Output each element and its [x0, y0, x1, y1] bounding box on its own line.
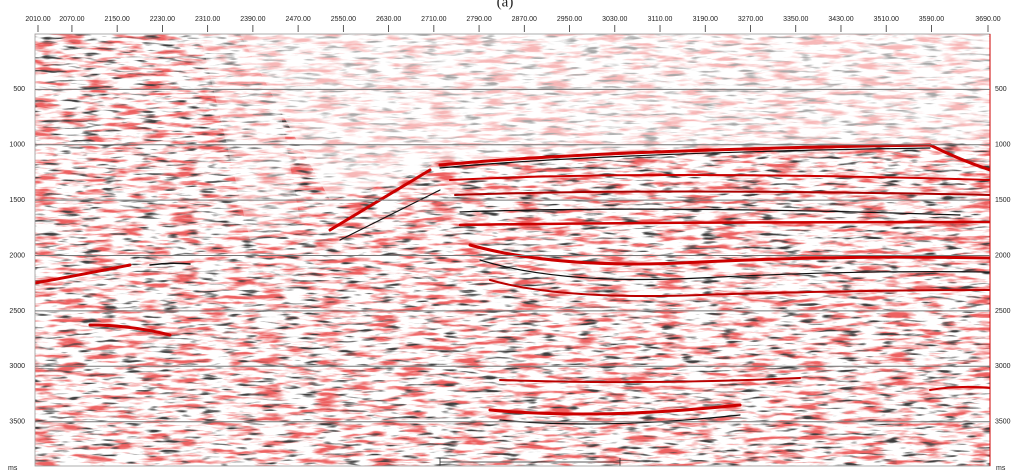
x-tick-label: 2310.00	[195, 16, 220, 23]
y-tick-label: 2000	[9, 252, 25, 259]
y2-tick-label: 500	[995, 86, 1007, 93]
x-tick-label: 2010.00	[25, 16, 50, 23]
x-tick-label: 2790.00	[466, 16, 491, 23]
x-tick-label: 3190.00	[693, 16, 718, 23]
y-tick-label: 500	[13, 86, 25, 93]
x-tick-label: 2470.00	[285, 16, 310, 23]
scale-bar	[439, 458, 621, 466]
x-tick-label: 2950.00	[557, 16, 582, 23]
x-tick-label: 3030.00	[602, 16, 627, 23]
y-tick-label: 3500	[9, 419, 25, 426]
x-tick-label: 2390.00	[240, 16, 265, 23]
y2-tick-label: 3500	[995, 419, 1011, 426]
x-tick-label: 2630.00	[376, 16, 401, 23]
x-tick-label: 2710.00	[421, 16, 446, 23]
x-tick-label: 3430.00	[828, 16, 853, 23]
x-tick-label: 3690.00	[975, 16, 1000, 23]
x-tick-label: 2070.00	[59, 16, 84, 23]
y-unit-left: ms	[8, 465, 18, 472]
y2-tick-label: 2000	[995, 252, 1011, 259]
x-tick-label: 3110.00	[648, 16, 673, 23]
x-tick-label: 3590.00	[919, 16, 944, 23]
x-tick-label: 2550.00	[331, 16, 356, 23]
x-tick-label: 2150.00	[105, 16, 130, 23]
y2-tick-label: 2500	[995, 308, 1011, 315]
y2-tick-label: 1500	[995, 197, 1011, 204]
y-tick-label: 1000	[9, 142, 25, 149]
y2-tick-label: 1000	[995, 142, 1011, 149]
seismic-image	[35, 34, 990, 466]
y-tick-label: 1500	[9, 197, 25, 204]
y2-tick-label: 3000	[995, 363, 1011, 370]
x-tick-label: 3270.00	[738, 16, 763, 23]
x-tick-label: 2870.00	[512, 16, 537, 23]
x-tick-label: 3350.00	[783, 16, 808, 23]
y-tick-label: 3000	[9, 363, 25, 370]
y-tick-label: 2500	[9, 308, 25, 315]
chart-title: (a)	[497, 0, 514, 10]
x-tick-label: 3510.00	[874, 16, 899, 23]
y-unit-right: ms	[996, 465, 1006, 472]
x-tick-label: 2230.00	[150, 16, 175, 23]
